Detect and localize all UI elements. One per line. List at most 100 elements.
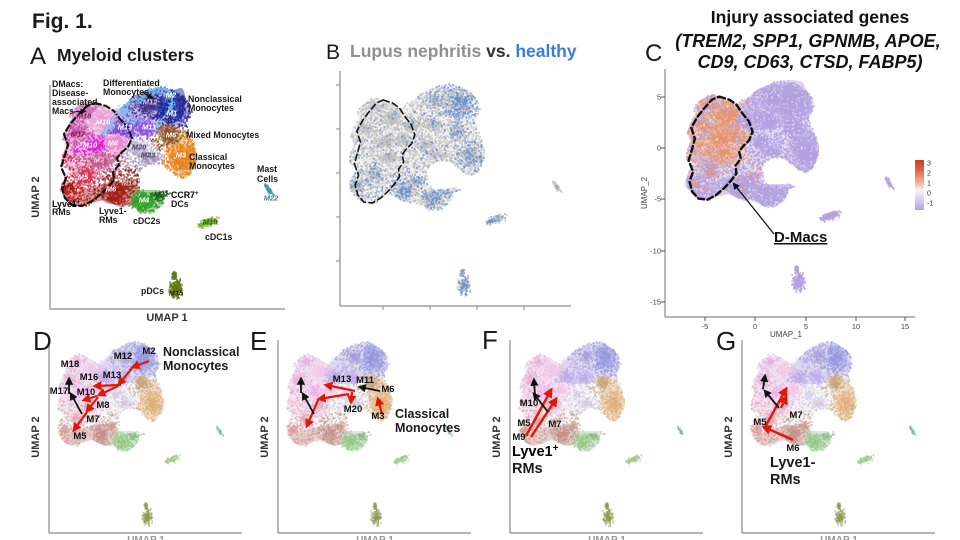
svg-text:M5: M5 [73, 431, 87, 442]
svg-text:M9: M9 [512, 432, 525, 443]
svg-text:M2: M2 [142, 346, 155, 357]
svg-text:M10: M10 [520, 398, 538, 409]
svg-text:Monocytes: Monocytes [163, 359, 228, 373]
svg-text:2: 2 [927, 171, 931, 178]
svg-text:M1: M1 [167, 109, 177, 118]
svg-text:M10: M10 [83, 141, 98, 150]
svg-text:RMs: RMs [52, 207, 71, 217]
svg-text:1: 1 [927, 181, 931, 188]
svg-text:Lupus nephritis vs. healthy: Lupus nephritis vs. healthy [350, 41, 577, 61]
svg-text:C: C [645, 40, 662, 67]
svg-text:0: 0 [927, 191, 931, 198]
svg-text:M20: M20 [132, 143, 147, 152]
svg-text:Lyve1+: Lyve1+ [52, 199, 81, 209]
svg-text:Lyve1+: Lyve1+ [512, 443, 559, 460]
svg-text:UMAP 1: UMAP 1 [127, 535, 165, 540]
svg-text:Differentiated: Differentiated [103, 78, 160, 88]
svg-text:0: 0 [657, 144, 661, 153]
svg-text:M5: M5 [78, 173, 89, 182]
svg-text:Lyve1-: Lyve1- [99, 206, 127, 216]
svg-text:Disease-: Disease- [52, 88, 88, 98]
svg-text:M5: M5 [517, 418, 531, 429]
svg-text:M17: M17 [50, 386, 68, 397]
svg-text:M3: M3 [176, 151, 187, 160]
svg-text:associated: associated [52, 97, 97, 107]
svg-text:M8: M8 [108, 139, 119, 148]
svg-text:UMAP_2: UMAP_2 [640, 176, 649, 209]
svg-text:Nonclassical: Nonclassical [163, 345, 239, 359]
svg-text:Classical: Classical [189, 152, 227, 162]
svg-text:-1: -1 [927, 201, 933, 208]
svg-text:M7: M7 [94, 156, 105, 165]
svg-text:M11: M11 [142, 123, 156, 132]
svg-text:E: E [250, 326, 267, 356]
svg-text:UMAP_1: UMAP_1 [770, 330, 803, 339]
svg-text:UMAP 2: UMAP 2 [30, 176, 42, 217]
svg-text:M6: M6 [786, 443, 799, 454]
svg-text:RMs: RMs [99, 215, 118, 225]
svg-text:M19: M19 [203, 218, 218, 227]
svg-text:UMAP 1: UMAP 1 [146, 312, 187, 324]
svg-text:Monocytes: Monocytes [188, 103, 234, 113]
svg-text:UMAP 2: UMAP 2 [491, 416, 503, 457]
svg-text:RMs: RMs [770, 472, 801, 488]
svg-text:Nonclassical: Nonclassical [188, 94, 242, 104]
svg-text:Lyve1-: Lyve1- [770, 455, 816, 471]
svg-text:M7: M7 [86, 414, 99, 425]
svg-text:-5: -5 [702, 322, 709, 331]
svg-text:D-Macs: D-Macs [774, 229, 827, 246]
svg-text:Injury associated genes: Injury associated genes [711, 7, 910, 27]
svg-text:M16: M16 [96, 118, 111, 127]
svg-text:M6: M6 [166, 131, 177, 140]
svg-text:cDC1s: cDC1s [205, 232, 232, 242]
svg-text:Myeloid clusters: Myeloid clusters [57, 45, 194, 65]
svg-text:M12: M12 [143, 98, 158, 107]
svg-text:B: B [326, 41, 340, 64]
svg-text:M12: M12 [114, 351, 132, 362]
svg-text:M15: M15 [169, 289, 184, 298]
svg-text:10: 10 [852, 322, 860, 331]
svg-text:M13: M13 [118, 123, 133, 132]
svg-text:G: G [716, 326, 736, 356]
svg-text:UMAP 1: UMAP 1 [820, 535, 858, 540]
svg-text:F: F [482, 325, 498, 355]
svg-text:M21: M21 [154, 190, 169, 199]
svg-text:cDC2s: cDC2s [133, 216, 160, 226]
svg-text:M6: M6 [106, 185, 117, 194]
svg-text:5: 5 [657, 93, 661, 102]
svg-text:Mixed Monocytes: Mixed Monocytes [186, 130, 259, 140]
svg-text:3: 3 [927, 161, 931, 168]
svg-text:Monocytes: Monocytes [103, 87, 149, 97]
svg-text:Classical: Classical [395, 407, 449, 421]
svg-text:Mast: Mast [257, 164, 277, 174]
svg-text:M8: M8 [96, 400, 109, 411]
svg-text:M22: M22 [264, 194, 279, 203]
svg-text:UMAP 2: UMAP 2 [259, 416, 271, 457]
svg-text:M23: M23 [141, 151, 156, 160]
svg-text:(TREM2, SPP1, GPNMB, APOE,: (TREM2, SPP1, GPNMB, APOE, [675, 31, 940, 51]
svg-text:Monocytes: Monocytes [189, 161, 235, 171]
svg-text:M6: M6 [381, 384, 394, 395]
svg-text:pDCs: pDCs [141, 286, 164, 296]
svg-text:M13: M13 [333, 374, 351, 385]
svg-text:M20: M20 [344, 404, 362, 415]
svg-text:DMacs:: DMacs: [52, 79, 83, 89]
svg-text:-15: -15 [650, 298, 661, 307]
svg-text:CCR7+: CCR7+ [171, 190, 199, 200]
svg-text:M9: M9 [63, 183, 74, 192]
svg-text:M2: M2 [166, 91, 177, 100]
svg-text:M17: M17 [71, 130, 86, 139]
svg-text:-5: -5 [654, 195, 661, 204]
svg-text:M3: M3 [371, 411, 384, 422]
svg-text:M13: M13 [103, 370, 121, 381]
svg-text:M7: M7 [789, 410, 802, 421]
svg-text:15: 15 [901, 322, 909, 331]
svg-text:0: 0 [753, 322, 757, 331]
svg-text:5: 5 [804, 322, 808, 331]
svg-text:M5: M5 [753, 417, 767, 428]
svg-text:D: D [33, 326, 52, 356]
svg-text:CD9, CD63, CTSD, FABP5): CD9, CD63, CTSD, FABP5) [697, 52, 922, 72]
svg-text:-10: -10 [650, 247, 661, 256]
svg-text:M7: M7 [548, 419, 561, 430]
svg-text:UMAP 2: UMAP 2 [723, 416, 735, 457]
